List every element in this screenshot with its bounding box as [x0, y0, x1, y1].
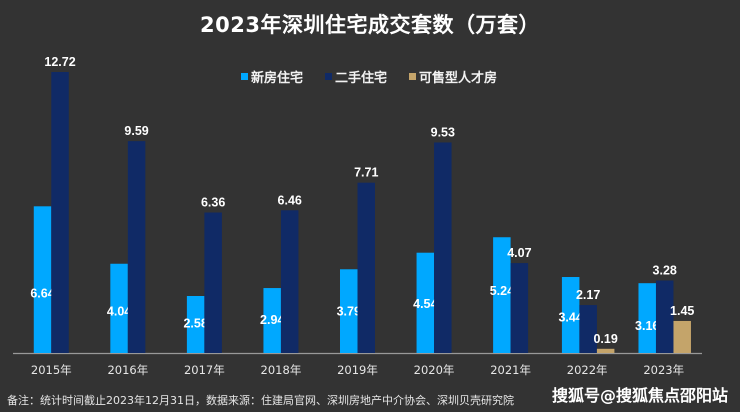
- data-label: 3.28: [653, 264, 677, 278]
- bar-talent-housing: [596, 348, 615, 353]
- data-label: 6.46: [278, 193, 302, 207]
- data-label: 6.64: [30, 286, 54, 300]
- bar-new-homes: [561, 277, 580, 353]
- data-label: 3.79: [337, 304, 361, 318]
- chart-title: 2023年深圳住宅成交套数（万套）: [200, 13, 540, 37]
- data-label: 5.24: [490, 284, 514, 298]
- x-tick-label: 2017年: [184, 363, 225, 377]
- bar-second-hand: [579, 305, 597, 353]
- x-tick-label: 2021年: [490, 363, 531, 377]
- legend-swatch-icon: [325, 73, 333, 80]
- bar-new-homes: [493, 237, 511, 353]
- data-label: 6.36: [201, 196, 225, 210]
- data-label: 12.72: [44, 55, 75, 69]
- bar-second-hand: [434, 142, 452, 353]
- data-label: 2.58: [183, 316, 207, 330]
- watermark: 搜狐号@搜狐焦点邵阳站: [551, 386, 728, 405]
- data-label: 4.54: [413, 297, 437, 311]
- data-label: 4.04: [107, 305, 131, 319]
- bar-second-hand: [51, 72, 69, 353]
- data-label: 7.71: [354, 166, 378, 180]
- x-tick-label: 2015年: [31, 363, 72, 377]
- data-label: 2.17: [576, 288, 600, 302]
- x-tick-label: 2019年: [337, 363, 378, 377]
- x-tick-label: 2022年: [567, 363, 608, 377]
- bar-second-hand: [655, 280, 674, 353]
- x-tick-label: 2023年: [643, 363, 684, 377]
- data-label: 4.07: [507, 246, 531, 260]
- bar-second-hand: [204, 212, 222, 353]
- legend-swatch-icon: [409, 73, 417, 80]
- bar-talent-housing: [673, 320, 691, 353]
- data-label: 3.16: [635, 319, 659, 333]
- legend-item-second-hand: 二手住宅: [325, 67, 387, 86]
- chart-legend: 新房住宅 二手住宅 可售型人才房: [241, 67, 519, 86]
- bar-second-hand: [357, 182, 375, 353]
- bar-new-homes: [110, 263, 128, 353]
- x-tick-label: 2020年: [414, 363, 455, 377]
- legend-swatch-icon: [241, 73, 248, 80]
- legend-label: 新房住宅: [251, 71, 304, 86]
- data-label: 9.59: [124, 124, 148, 138]
- bar-new-homes: [33, 206, 52, 353]
- bar-new-homes: [186, 296, 205, 353]
- legend-item-new-homes: 新房住宅: [241, 67, 303, 86]
- data-label: 1.45: [670, 304, 694, 318]
- bar-new-homes: [638, 283, 656, 353]
- data-label: 2.94: [260, 313, 284, 327]
- x-tick-label: 2018年: [261, 363, 302, 377]
- bar-new-homes: [340, 269, 358, 353]
- data-label: 3.44: [558, 311, 582, 325]
- bar-second-hand: [280, 210, 299, 353]
- data-label: 9.53: [431, 125, 455, 139]
- bar-second-hand: [127, 141, 146, 353]
- data-label: 0.19: [593, 332, 617, 346]
- legend-label: 二手住宅: [335, 71, 388, 86]
- legend-label: 可售型人才房: [419, 71, 498, 86]
- bar-new-homes: [263, 288, 281, 353]
- bar-second-hand: [510, 263, 529, 353]
- bar-new-homes: [416, 252, 435, 353]
- legend-item-talent-housing: 可售型人才房: [409, 67, 497, 86]
- footnote: 备注：统计时间截止2023年12月31日，数据来源：住建局官网、深圳房地产中介协…: [7, 394, 514, 407]
- x-tick-label: 2016年: [107, 363, 148, 377]
